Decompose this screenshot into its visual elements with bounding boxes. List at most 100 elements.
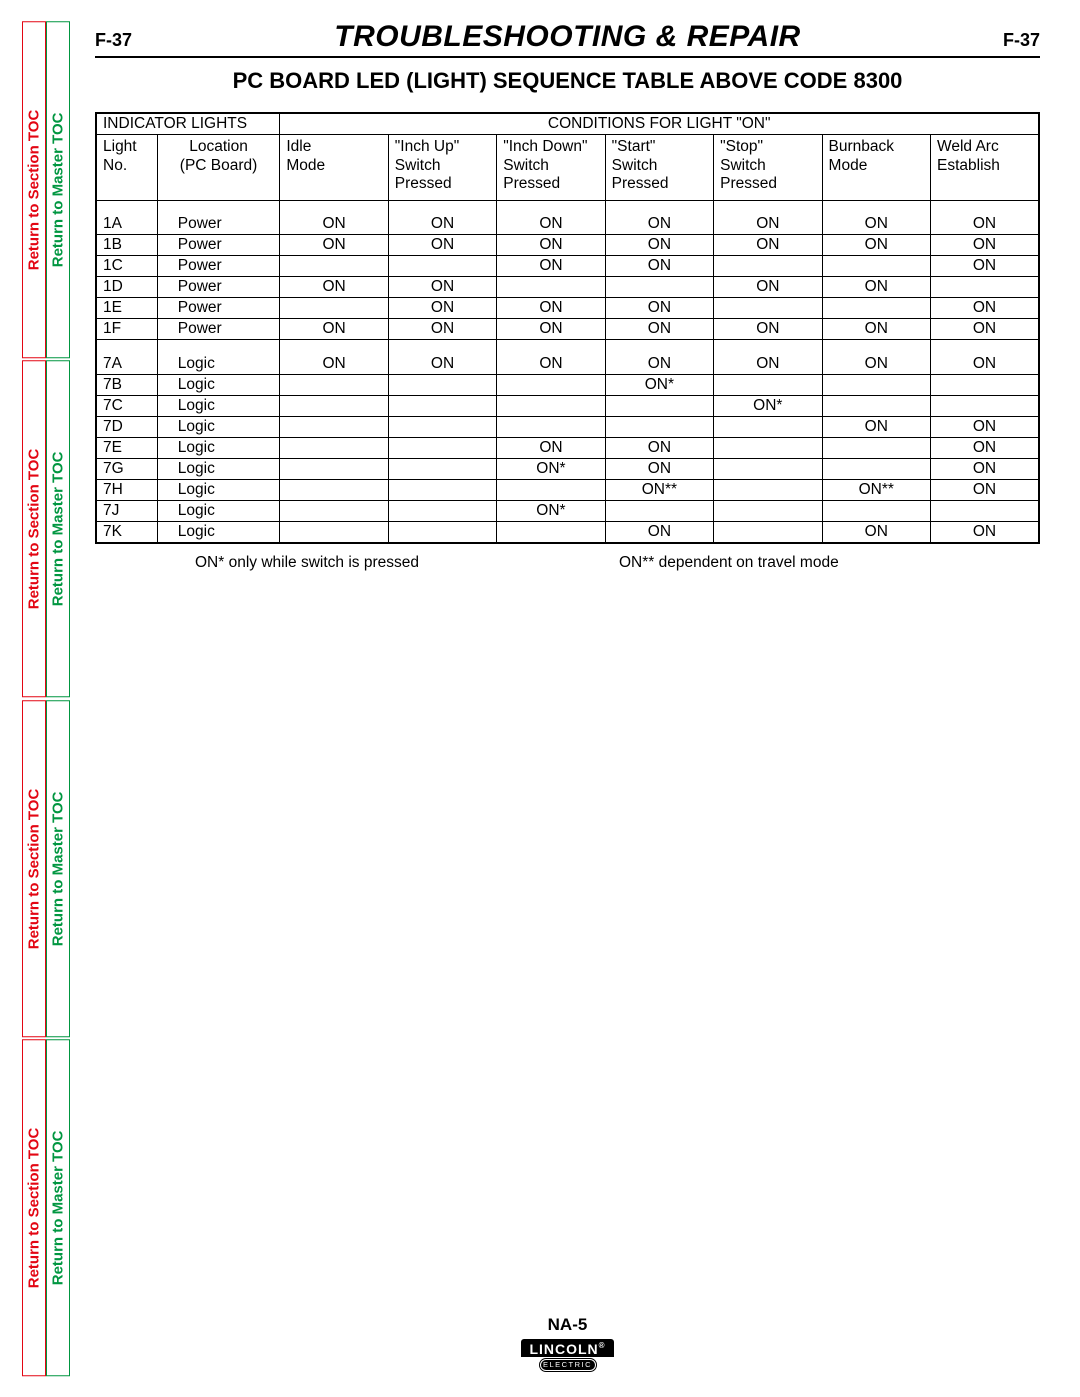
- table-cell: ON*: [497, 500, 605, 521]
- table-cell: [388, 479, 496, 500]
- table-cell: Logic: [157, 458, 280, 479]
- table-row: 1CPowerONONON: [96, 256, 1039, 277]
- return-section-toc-link[interactable]: Return to Section TOC: [22, 21, 46, 358]
- side-tabs: Return to Section TOC Return to Section …: [22, 20, 70, 1377]
- table-cell: Logic: [157, 354, 280, 375]
- page-footer: NA-5 LINCOLN® ELECTRIC: [95, 1315, 1040, 1371]
- page-code-right: F-37: [1003, 30, 1040, 51]
- table-cell: [388, 395, 496, 416]
- table-cell: ON: [714, 277, 822, 298]
- table-cell: [497, 521, 605, 543]
- table-cell: ON: [280, 354, 388, 375]
- table-cell: ON: [605, 256, 713, 277]
- table-row: 1FPowerONONONONONONON: [96, 319, 1039, 340]
- table-cell: [280, 416, 388, 437]
- table-cell: ON: [605, 235, 713, 256]
- table-cell: [822, 437, 930, 458]
- table-cell: [714, 374, 822, 395]
- table-cell: ON**: [822, 479, 930, 500]
- return-section-toc-link[interactable]: Return to Section TOC: [22, 360, 46, 697]
- table-cell: 7A: [96, 354, 157, 375]
- table-cell: Power: [157, 277, 280, 298]
- page-code-left: F-37: [95, 30, 132, 51]
- table-cell: 1F: [96, 319, 157, 340]
- table-cell: [605, 277, 713, 298]
- table-cell: [497, 395, 605, 416]
- table-cell: 1B: [96, 235, 157, 256]
- table-cell: ON: [280, 235, 388, 256]
- table-cell: Power: [157, 214, 280, 235]
- table-cell: [822, 500, 930, 521]
- table-cell: ON: [497, 214, 605, 235]
- table-row: 7ELogicONONON: [96, 437, 1039, 458]
- column-header: Location(PC Board): [157, 135, 280, 201]
- table-cell: 7B: [96, 374, 157, 395]
- return-master-toc-link[interactable]: Return to Master TOC: [46, 21, 70, 358]
- table-row: 7BLogicON*: [96, 374, 1039, 395]
- return-section-toc-link[interactable]: Return to Section TOC: [22, 700, 46, 1037]
- table-cell: [497, 277, 605, 298]
- table-cell: ON*: [605, 374, 713, 395]
- table-cell: [605, 416, 713, 437]
- section-toc-col: Return to Section TOC Return to Section …: [22, 20, 46, 1377]
- table-cell: ON: [280, 214, 388, 235]
- table-cell: [714, 298, 822, 319]
- table-cell: Power: [157, 235, 280, 256]
- table-cell: ON: [714, 354, 822, 375]
- table-cell: ON: [497, 235, 605, 256]
- table-cell: [497, 416, 605, 437]
- table-cell: ON**: [605, 479, 713, 500]
- table-cell: ON: [822, 521, 930, 543]
- table-cell: ON: [388, 354, 496, 375]
- table-cell: ON: [388, 319, 496, 340]
- table-cell: [605, 500, 713, 521]
- table-cell: 7C: [96, 395, 157, 416]
- table-cell: ON*: [714, 395, 822, 416]
- table-cell: [930, 374, 1039, 395]
- table-cell: [280, 479, 388, 500]
- table-cell: [497, 374, 605, 395]
- return-section-toc-link[interactable]: Return to Section TOC: [22, 1039, 46, 1376]
- table-cell: 7G: [96, 458, 157, 479]
- table-cell: [280, 437, 388, 458]
- table-cell: ON: [930, 416, 1039, 437]
- table-cell: [388, 521, 496, 543]
- column-header: "Start"SwitchPressed: [605, 135, 713, 201]
- table-cell: ON: [930, 521, 1039, 543]
- table-cell: 7J: [96, 500, 157, 521]
- page-header: F-37 TROUBLESHOOTING & REPAIR F-37: [95, 20, 1040, 58]
- table-cell: [822, 256, 930, 277]
- return-master-toc-link[interactable]: Return to Master TOC: [46, 1039, 70, 1376]
- table-row: 1APowerONONONONONONON: [96, 214, 1039, 235]
- master-toc-col: Return to Master TOC Return to Master TO…: [46, 20, 70, 1377]
- table-cell: Logic: [157, 437, 280, 458]
- table-cell: [280, 298, 388, 319]
- table-cell: ON: [822, 277, 930, 298]
- table-cell: [714, 500, 822, 521]
- table-cell: ON: [930, 235, 1039, 256]
- table-cell: [605, 395, 713, 416]
- table-cell: ON: [605, 458, 713, 479]
- return-master-toc-link[interactable]: Return to Master TOC: [46, 360, 70, 697]
- table-cell: ON: [388, 235, 496, 256]
- table-cell: ON: [930, 354, 1039, 375]
- table-cell: [714, 521, 822, 543]
- return-master-toc-link[interactable]: Return to Master TOC: [46, 700, 70, 1037]
- table-cell: [497, 479, 605, 500]
- table-cell: ON: [388, 298, 496, 319]
- table-cell: ON: [388, 214, 496, 235]
- table-cell: ON: [822, 214, 930, 235]
- table-cell: [280, 256, 388, 277]
- table-cell: ON: [714, 235, 822, 256]
- table-cell: 7D: [96, 416, 157, 437]
- table-cell: [280, 374, 388, 395]
- table-cell: ON: [605, 521, 713, 543]
- table-cell: ON: [930, 256, 1039, 277]
- table-cell: [930, 395, 1039, 416]
- page-title: TROUBLESHOOTING & REPAIR: [334, 20, 800, 54]
- table-cell: ON: [930, 298, 1039, 319]
- table-cell: Power: [157, 298, 280, 319]
- column-header: LightNo.: [96, 135, 157, 201]
- table-cell: ON*: [497, 458, 605, 479]
- table-cell: ON: [930, 319, 1039, 340]
